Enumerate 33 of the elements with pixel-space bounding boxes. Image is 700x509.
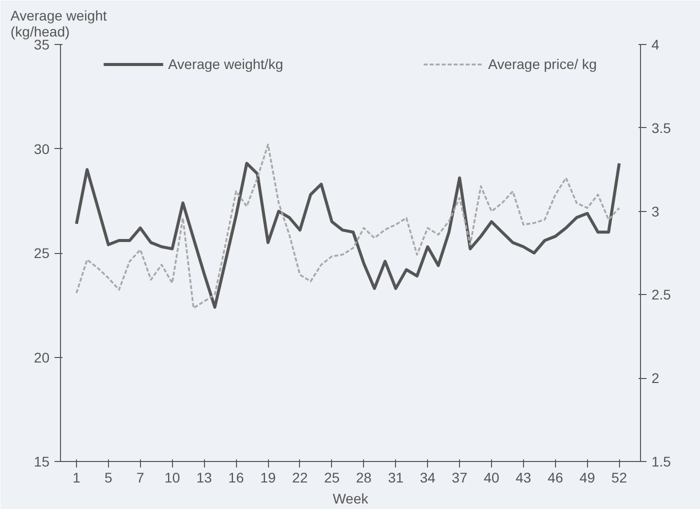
y2-tick-label: 4 xyxy=(652,36,660,52)
y-tick-label: 25 xyxy=(34,245,50,261)
y-tick-label: 15 xyxy=(34,454,50,470)
y-tick-label: 20 xyxy=(34,349,50,366)
y2-tick-label: 3 xyxy=(652,203,660,220)
x-tick-label: 13 xyxy=(196,470,212,486)
x-tick-label: 5 xyxy=(104,470,112,486)
x-tick-label: 43 xyxy=(516,470,532,486)
x-tick-label: 34 xyxy=(420,470,436,486)
y2-tick-label: 2 xyxy=(652,370,660,386)
x-tick-label: 25 xyxy=(324,470,340,486)
y-axis-title: Average weight (kg/head) xyxy=(10,8,107,40)
x-tick-label: 1 xyxy=(72,470,81,486)
x-tick-label: 49 xyxy=(580,470,596,486)
x-tick-label: 10 xyxy=(164,470,180,486)
y2-tick-label: 2.5 xyxy=(652,286,672,303)
y2-tick-label: 1.5 xyxy=(652,454,672,470)
y2-tick-label: 3.5 xyxy=(652,120,672,136)
x-tick-label: 37 xyxy=(452,470,468,486)
x-tick-label: 16 xyxy=(228,470,244,486)
legend-label: Average price/ kg xyxy=(488,56,597,72)
x-tick-label: 52 xyxy=(611,470,628,486)
x-tick-label: 46 xyxy=(548,470,564,486)
x-tick-label: 22 xyxy=(292,470,308,486)
x-axis-title: Week xyxy=(332,490,370,506)
y-tick-label: 35 xyxy=(34,36,50,52)
x-tick-label: 28 xyxy=(356,470,372,486)
x-tick-label: 40 xyxy=(484,470,500,486)
x-tick-label: 7 xyxy=(136,470,144,486)
legend-label: Average weight/kg xyxy=(168,56,284,72)
x-tick-label: 19 xyxy=(260,470,276,486)
y-tick-label: 30 xyxy=(34,140,50,157)
x-tick-label: 31 xyxy=(388,470,404,486)
